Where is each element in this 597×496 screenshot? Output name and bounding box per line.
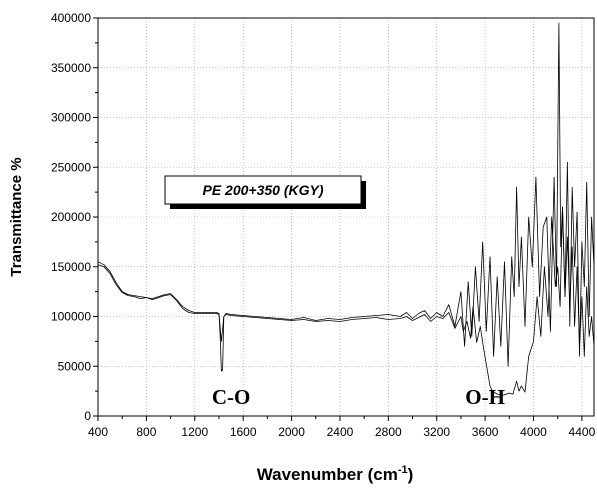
- x-tick-label: 400: [88, 425, 108, 439]
- y-tick-label: 300000: [51, 111, 91, 125]
- y-tick-labels: 0 50000 100000 150000 200000 250000 300000 3500…: [51, 11, 91, 423]
- x-tick-label: 1200: [181, 425, 208, 439]
- x-tick-label: 3200: [423, 425, 450, 439]
- y-axis-title: Transmittance %: [8, 157, 25, 276]
- series-layer: [97, 22, 595, 396]
- y-tick-label: 200000: [51, 210, 91, 224]
- x-axis-title-close: ): [408, 465, 414, 484]
- x-tick-label: 800: [136, 425, 156, 439]
- series-line-1: [97, 206, 595, 396]
- y-tick-label: 100000: [51, 310, 91, 324]
- legend-label: PE 200+350 (KGY): [202, 182, 323, 198]
- x-tick-label: 2800: [375, 425, 402, 439]
- annotation-o-h: O-H: [465, 385, 505, 409]
- x-tick-label: 4400: [569, 425, 596, 439]
- axis-ticks: [93, 17, 583, 421]
- plot-frame: [97, 17, 595, 417]
- y-tick-label: 250000: [51, 160, 91, 174]
- y-tick-label: 350000: [51, 61, 91, 75]
- y-tick-label: 400000: [51, 11, 91, 25]
- x-tick-label: 2000: [278, 425, 305, 439]
- grid-lines: [98, 18, 594, 416]
- x-tick-label: 2400: [327, 425, 354, 439]
- series-line-2: [97, 22, 595, 372]
- y-tick-label: 0: [84, 409, 91, 423]
- x-axis-title-sup: -1: [398, 464, 408, 476]
- x-axis-title-main: Wavenumber (cm: [257, 465, 398, 484]
- legend-box: [164, 175, 362, 205]
- y-tick-label: 150000: [51, 260, 91, 274]
- x-tick-label: 3600: [472, 425, 499, 439]
- x-tick-label: 1600: [230, 425, 257, 439]
- x-tick-label: 4000: [520, 425, 547, 439]
- x-tick-labels: 400 800 1200 1600 2000 2400 2800 3200 3600 4000 44…: [88, 425, 596, 439]
- annotation-c-o: C-O: [212, 385, 251, 409]
- y-tick-label: 50000: [58, 359, 92, 373]
- x-axis-title: Wavenumber (cm-1): [257, 464, 414, 484]
